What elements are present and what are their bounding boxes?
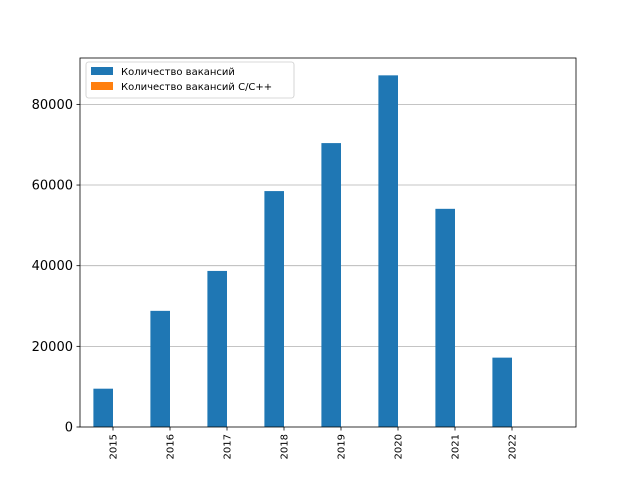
- bar-s0-2019: [321, 143, 341, 427]
- x-tick-label-2019: 2019: [337, 434, 348, 459]
- legend-label-0: Количество вакансий: [121, 67, 235, 78]
- y-tick-label-1: 20000: [32, 340, 73, 355]
- plot-area-frame: [79, 57, 577, 428]
- bar-s0-2017: [207, 270, 227, 427]
- x-tick-label-2022: 2022: [508, 434, 519, 459]
- y-axis: 0 20000 40000 60000 80000: [32, 98, 80, 436]
- x-tick-label-2020: 2020: [394, 434, 405, 459]
- x-tick-label-2017: 2017: [223, 434, 234, 459]
- y-tick-label-3: 60000: [32, 179, 73, 194]
- bar-s0-2018: [264, 191, 284, 427]
- legend-box: [85, 61, 295, 99]
- legend-swatch-0: [91, 67, 113, 75]
- x-tick-label-2018: 2018: [280, 434, 291, 459]
- bar-s0-2020: [378, 75, 398, 428]
- bar-s0-2021: [435, 208, 455, 427]
- bar-s0-2022: [492, 357, 512, 427]
- bar-s0-2015: [93, 388, 113, 427]
- legend: Количество вакансий Количество вакансий С…: [85, 61, 295, 99]
- x-tick-label-2016: 2016: [166, 434, 177, 459]
- x-axis: 2015 2016 2017 2018 2019 2020 2021 2022: [109, 427, 519, 459]
- legend-swatch-1: [91, 82, 113, 90]
- x-tick-label-2021: 2021: [451, 434, 462, 459]
- y-tick-label-4: 80000: [32, 98, 73, 113]
- x-tick-label-2015: 2015: [109, 434, 120, 459]
- y-tick-label-2: 40000: [32, 259, 73, 274]
- y-tick-label-0: 0: [65, 421, 73, 436]
- bars: [93, 75, 512, 428]
- bar-s0-2016: [150, 310, 170, 427]
- legend-label-1: Количество вакансий С/С++: [121, 82, 272, 93]
